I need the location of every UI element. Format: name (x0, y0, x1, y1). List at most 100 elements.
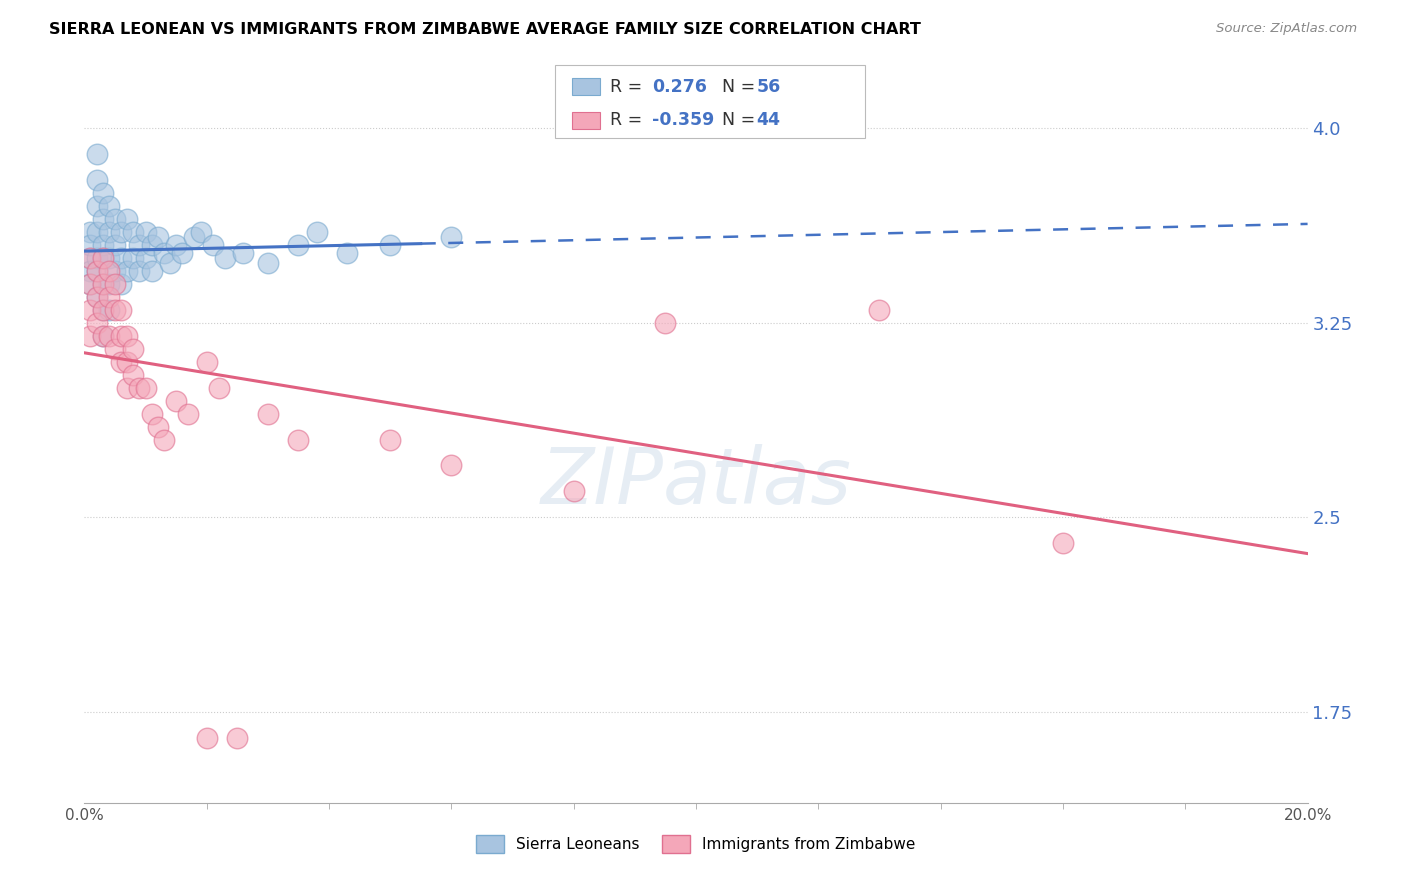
Point (226, 731, 249, 745)
Point (195, 731, 218, 745)
Point (110, 302, 132, 317)
Point (79, 251, 101, 265)
Point (86, 173, 108, 187)
Point (183, 230, 205, 244)
Text: 56: 56 (756, 78, 780, 95)
Point (97, 225, 120, 239)
Point (214, 251, 236, 265)
Point (562, 484, 585, 499)
Point (79, 251, 101, 265)
Point (208, 381, 231, 395)
Point (79, 302, 101, 317)
Point (287, 433, 309, 447)
Point (110, 277, 132, 291)
Point (257, 407, 280, 421)
Point (91, 277, 114, 291)
Text: -0.359: -0.359 (652, 112, 714, 129)
Text: SIERRA LEONEAN VS IMMIGRANTS FROM ZIMBABWE AVERAGE FAMILY SIZE CORRELATION CHART: SIERRA LEONEAN VS IMMIGRANTS FROM ZIMBAB… (49, 22, 921, 37)
Point (86, 290, 108, 304)
Point (97, 328, 120, 343)
Point (195, 354, 218, 368)
Point (86, 316, 108, 330)
Point (153, 433, 176, 447)
Text: R =: R = (610, 112, 648, 129)
Point (91, 302, 114, 317)
Point (165, 393, 187, 408)
Point (91, 186, 114, 200)
Point (91, 328, 114, 343)
Point (869, 302, 891, 317)
Point (79, 264, 101, 278)
Text: N =: N = (711, 78, 761, 95)
Point (115, 354, 138, 368)
Text: Source: ZipAtlas.com: Source: ZipAtlas.com (1216, 22, 1357, 36)
Text: N =: N = (711, 112, 761, 129)
Point (115, 264, 138, 278)
Point (122, 342, 145, 356)
Point (135, 381, 157, 395)
Point (79, 277, 101, 291)
Point (91, 251, 114, 265)
Point (104, 264, 127, 278)
Point (79, 328, 101, 343)
Point (440, 458, 463, 473)
Point (115, 328, 138, 343)
Point (86, 199, 108, 213)
Point (146, 419, 169, 434)
Point (91, 302, 114, 317)
Text: 44: 44 (756, 112, 780, 129)
Point (141, 238, 163, 252)
Point (146, 230, 169, 244)
Point (153, 245, 176, 260)
Legend: Sierra Leoneans, Immigrants from Zimbabwe: Sierra Leoneans, Immigrants from Zimbabw… (470, 829, 922, 859)
Point (86, 225, 108, 239)
Point (91, 277, 114, 291)
Point (97, 277, 120, 291)
Point (79, 277, 101, 291)
Point (91, 238, 114, 252)
Point (97, 199, 120, 213)
Point (104, 277, 127, 291)
Point (440, 230, 463, 244)
Point (97, 290, 120, 304)
Point (141, 264, 163, 278)
Point (91, 211, 114, 226)
Point (115, 211, 138, 226)
Point (91, 251, 114, 265)
Point (104, 238, 127, 252)
Point (380, 238, 402, 252)
Point (86, 251, 108, 265)
Point (336, 245, 359, 260)
Point (122, 225, 145, 239)
Point (201, 238, 224, 252)
Point (122, 368, 145, 382)
Point (135, 225, 157, 239)
Point (104, 302, 127, 317)
Point (91, 328, 114, 343)
Point (110, 328, 132, 343)
Point (122, 251, 145, 265)
Point (86, 264, 108, 278)
Point (380, 433, 402, 447)
Point (257, 256, 280, 270)
Point (110, 251, 132, 265)
Point (159, 256, 181, 270)
Point (97, 302, 120, 317)
Point (135, 251, 157, 265)
Point (232, 245, 254, 260)
Point (79, 225, 101, 239)
Point (86, 264, 108, 278)
Text: 0.276: 0.276 (652, 78, 707, 95)
Point (287, 238, 309, 252)
Point (654, 316, 676, 330)
Point (104, 211, 127, 226)
Point (110, 354, 132, 368)
Point (115, 381, 138, 395)
Point (141, 407, 163, 421)
Point (97, 251, 120, 265)
Point (128, 381, 150, 395)
Point (110, 225, 132, 239)
Point (128, 264, 150, 278)
Text: ZIPatlas: ZIPatlas (540, 443, 852, 520)
Point (97, 264, 120, 278)
